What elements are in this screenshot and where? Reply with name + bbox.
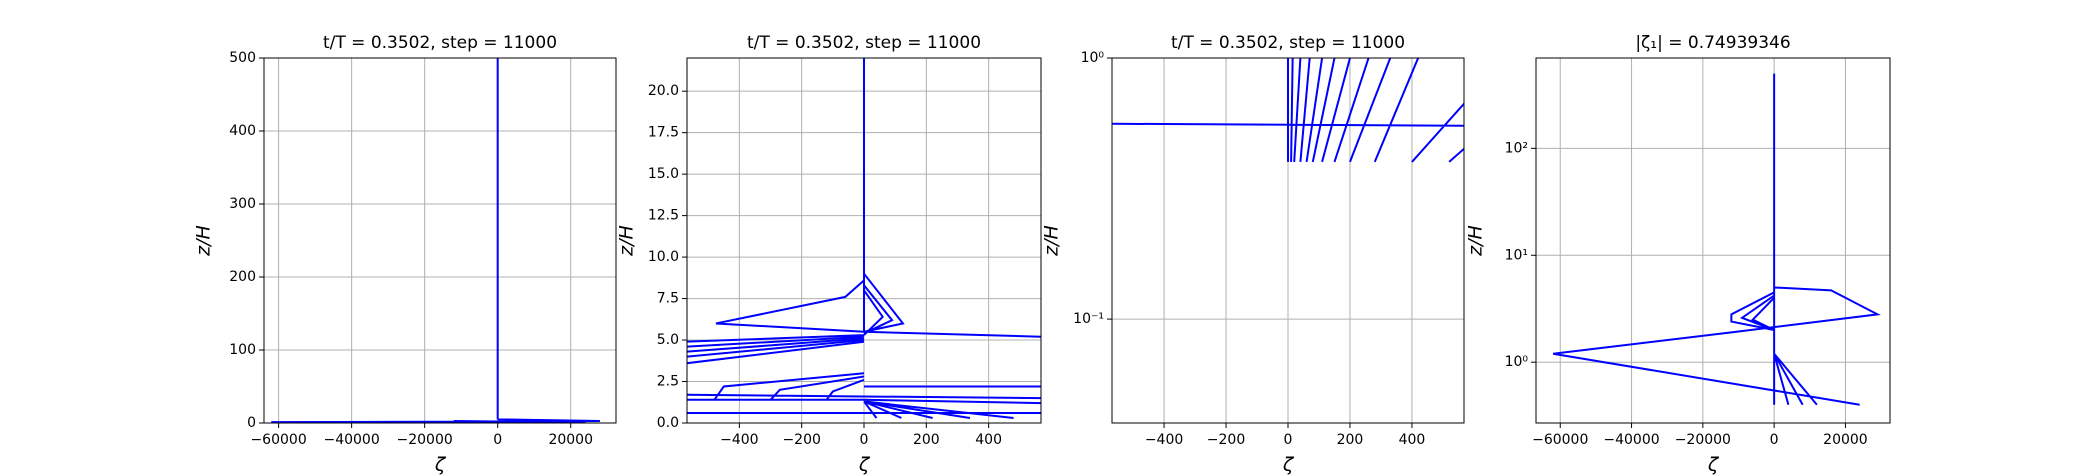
- y-tick-label: 2.5: [657, 374, 679, 390]
- y-tick-label: 200: [229, 269, 256, 285]
- x-tick-label: 400: [1399, 432, 1426, 448]
- y-tick-label: 500: [229, 50, 256, 66]
- subplot: −60000 −40000 −20000 0 20000 10⁰ 10¹ 10² |ζ₁| = …: [1465, 33, 1891, 475]
- y-tick-label: 17.5: [648, 125, 679, 141]
- x-axis-label: ζ: [434, 454, 447, 475]
- x-axis-label: ζ: [858, 454, 871, 475]
- axes-frame: [1535, 57, 1891, 424]
- y-tick-label: 10⁰: [1081, 50, 1105, 66]
- subplot: −60000 −40000 −20000 0 20000 0 100 200 300 400 500…: [193, 33, 617, 475]
- profile-line: [1112, 58, 1464, 163]
- x-tick-label: 0: [1770, 432, 1779, 448]
- y-axis-label: z/H: [616, 225, 638, 257]
- y-tick-label: 0.0: [657, 415, 679, 431]
- x-tick-label: 200: [913, 432, 940, 448]
- x-tick-label: −20000: [397, 432, 453, 448]
- subplot-title: t/T = 0.3502, step = 11000: [747, 33, 981, 53]
- axes-frame: [263, 57, 617, 424]
- x-tick-label: −40000: [323, 432, 379, 448]
- subplot: −400 −200 0 200 400 10⁻¹ 10⁰ t/T = 0.3502, step…: [1041, 33, 1465, 475]
- y-tick-label: 0: [247, 415, 256, 431]
- subplot: −400 −200 0 200 400 0.0 2.5 5.0 7.5 10.0 12.5 15.0 1…: [616, 33, 1042, 475]
- x-tick-label: −40000: [1603, 432, 1659, 448]
- x-tick-label: −60000: [1532, 432, 1588, 448]
- axes-frame: [686, 57, 1042, 424]
- y-tick-label: 300: [229, 196, 256, 212]
- x-tick-label: −200: [782, 432, 820, 448]
- profile-line: [1552, 73, 1881, 406]
- x-tick-label: −60000: [250, 432, 306, 448]
- y-tick-label: 10⁻¹: [1073, 311, 1104, 327]
- y-axis-label: z/H: [1465, 225, 1487, 257]
- x-tick-label: 200: [1337, 432, 1364, 448]
- x-tick-label: 20000: [548, 432, 593, 448]
- subplot-title: t/T = 0.3502, step = 11000: [1171, 33, 1405, 53]
- y-tick-label: 12.5: [648, 208, 679, 224]
- x-axis-label: ζ: [1707, 454, 1720, 475]
- y-tick-label: 10.0: [648, 249, 679, 265]
- y-axis-label: z/H: [1041, 225, 1063, 257]
- x-tick-label: 0: [1284, 432, 1293, 448]
- x-tick-label: 400: [975, 432, 1002, 448]
- y-tick-label: 100: [229, 342, 256, 358]
- y-tick-label: 7.5: [657, 291, 679, 307]
- x-tick-label: −400: [720, 432, 758, 448]
- x-axis-label: ζ: [1282, 454, 1295, 475]
- y-tick-label: 20.0: [648, 83, 679, 99]
- y-axis-label: z/H: [193, 225, 215, 257]
- profile-line: [271, 58, 600, 423]
- x-tick-label: −200: [1207, 432, 1245, 448]
- x-tick-label: −20000: [1675, 432, 1731, 448]
- y-tick-label: 15.0: [648, 166, 679, 182]
- x-tick-label: −400: [1145, 432, 1183, 448]
- subplot-title: |ζ₁| = 0.74939346: [1635, 33, 1790, 53]
- x-tick-label: 20000: [1823, 432, 1868, 448]
- axes-frame: [1111, 57, 1465, 424]
- y-tick-label: 10¹: [1505, 247, 1528, 263]
- subplot-title: t/T = 0.3502, step = 11000: [323, 33, 557, 53]
- profile-line: [687, 58, 1041, 420]
- y-tick-label: 400: [229, 123, 256, 139]
- y-tick-label: 10²: [1505, 140, 1528, 156]
- y-tick-label: 5.0: [657, 332, 679, 348]
- x-tick-label: 0: [860, 432, 869, 448]
- y-tick-label: 10⁰: [1505, 354, 1529, 370]
- x-tick-label: 0: [493, 432, 502, 448]
